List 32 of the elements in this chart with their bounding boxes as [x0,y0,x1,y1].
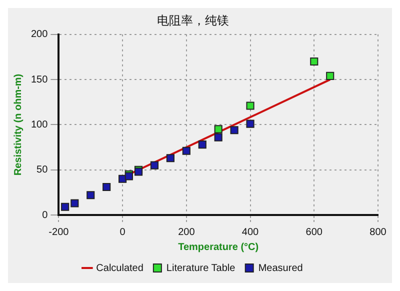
point [198,140,206,149]
point [61,202,70,211]
point [246,102,254,110]
point [246,120,254,128]
y-tick-label: 50 [36,164,48,176]
point [150,161,159,170]
legend-label: Calculated [96,262,144,274]
x-tick-label: 0 [120,226,126,238]
y-tick-label: 100 [30,119,48,130]
point [70,199,79,208]
y-axis-title: Resistivity (n ohm-m) [12,74,24,176]
x-tick-label: -200 [48,226,70,238]
x-tick-label: 200 [178,226,196,238]
x-axis-title: Temperature (°C) [178,242,259,253]
y-tick-label: 200 [30,29,48,40]
point [310,57,318,66]
x-tick-label: 400 [242,226,260,238]
point [326,72,334,80]
legend-label: Literature Table [166,262,236,274]
chart-title: 电阻率，纯镁 [157,13,229,28]
x-tick-label: 600 [306,226,323,238]
y-tick-label: 150 [30,74,48,86]
legend-label: Measured [258,262,303,274]
point [86,191,95,200]
point [230,126,238,134]
point [102,182,111,192]
point [214,125,222,134]
point [182,146,190,155]
point [166,154,174,162]
y-tick-label: 0 [42,210,48,221]
x-tick-label: 800 [370,226,387,238]
point [214,133,222,142]
